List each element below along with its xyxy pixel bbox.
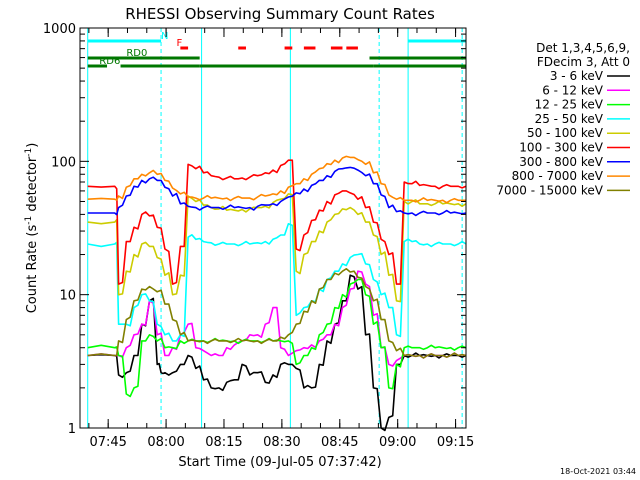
legend-label: 6 - 12 keV xyxy=(542,83,604,97)
y-tick-label: 10 xyxy=(59,289,76,304)
series-line xyxy=(87,223,467,342)
y-tick-label: 1 xyxy=(68,422,76,437)
x-tick-label: 08:00 xyxy=(147,435,184,450)
series-line xyxy=(87,159,467,285)
series-line xyxy=(87,166,467,217)
plot-frame xyxy=(79,27,467,429)
x-tick-label: 09:15 xyxy=(437,435,474,450)
legend-label: 3 - 6 keV xyxy=(550,69,604,83)
x-tick-label: 07:45 xyxy=(89,435,126,450)
legend-label: 300 - 800 keV xyxy=(519,155,603,169)
x-tick-label: 08:45 xyxy=(321,435,358,450)
legend-label: 7000 - 15000 keV xyxy=(496,183,603,197)
generation-timestamp: 18-Oct-2021 03:44 xyxy=(560,467,636,476)
flag-label: RD6 xyxy=(99,56,120,67)
y-tick-label: 100 xyxy=(51,155,76,170)
x-tick-label: 08:15 xyxy=(205,435,242,450)
legend-label: 12 - 25 keV xyxy=(535,98,604,112)
plot-area: NF RD0 RD6 xyxy=(87,28,467,432)
legend-label: 50 - 100 keV xyxy=(527,126,604,140)
x-axis-label: Start Time (09-Jul-05 07:37:42) xyxy=(178,455,381,470)
legend-label: 800 - 7000 keV xyxy=(512,169,604,183)
y-axis-label: Count Rate (s-1 detector-1) xyxy=(24,143,40,314)
legend-header-decimation: FDecim 3, Att 0 xyxy=(537,55,630,69)
legend-label: 100 - 300 keV xyxy=(519,141,603,155)
series-line xyxy=(87,155,466,204)
x-tick-label: 08:30 xyxy=(263,435,300,450)
legend-header-detectors: Det 1,3,4,5,6,9, xyxy=(536,41,630,55)
x-tick-label: 09:00 xyxy=(379,435,416,450)
chart-title: RHESSI Observing Summary Count Rates xyxy=(125,5,435,23)
flag-label: F xyxy=(177,38,183,49)
flag-label: N xyxy=(161,31,168,42)
series-line xyxy=(87,278,467,398)
legend-label: 25 - 50 keV xyxy=(535,112,604,126)
y-tick-label: 1000 xyxy=(43,22,76,37)
series-line xyxy=(87,268,467,359)
flag-label: RD0 xyxy=(126,48,147,59)
